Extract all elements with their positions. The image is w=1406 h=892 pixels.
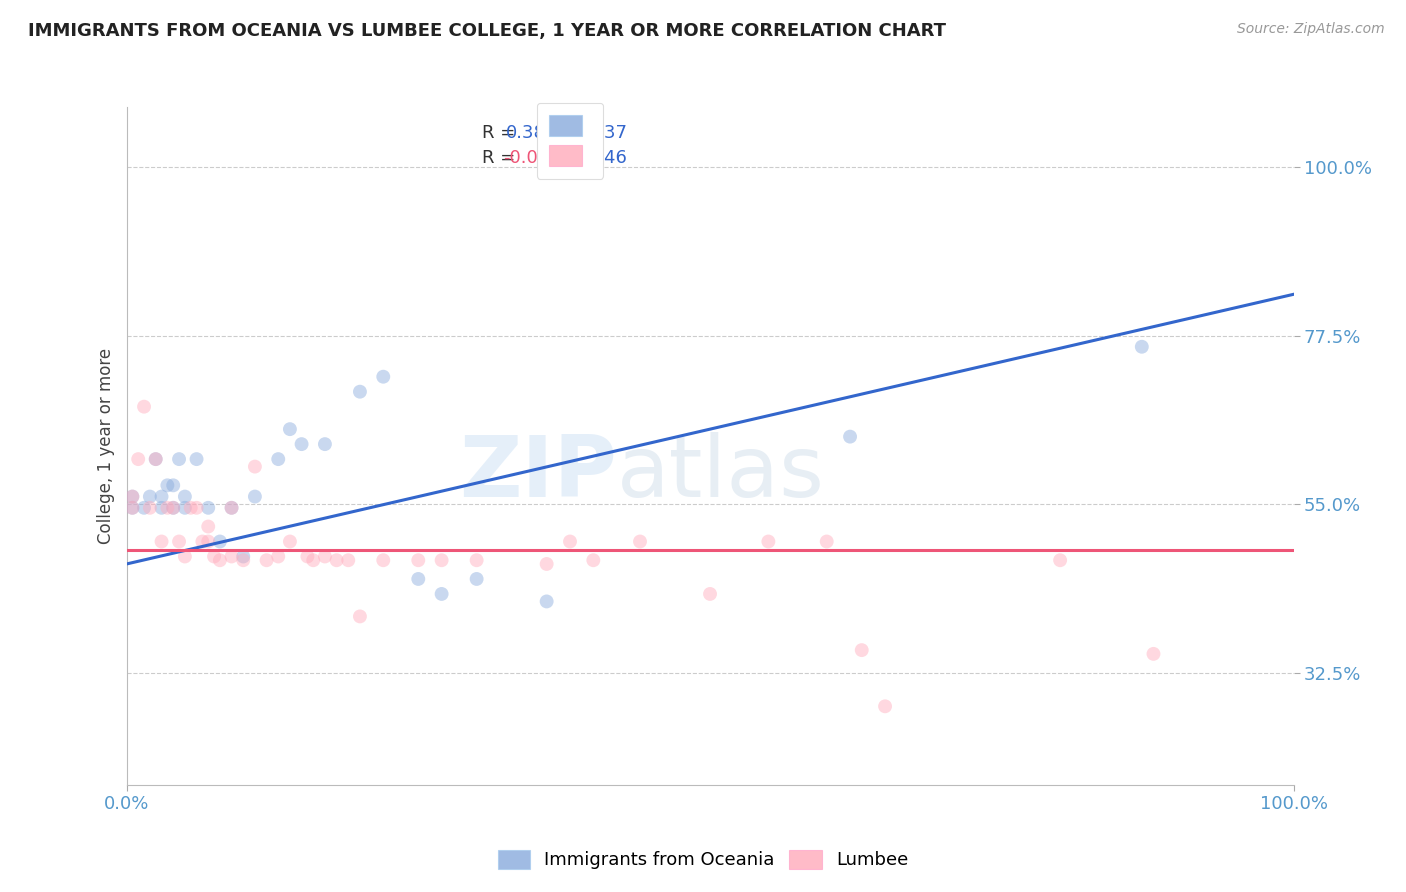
Point [162,500,184,515]
Point [162,500,184,515]
Point [430,553,453,567]
Point [156,478,179,492]
Point [582,553,605,567]
Point [221,500,243,515]
Point [174,490,197,504]
Point [197,500,219,515]
Point [150,490,173,504]
Point [536,594,558,608]
Point [875,699,897,714]
Point [536,557,558,571]
Text: R =: R = [482,124,522,142]
Point [150,500,173,515]
Legend: Immigrants from Oceania, Lumbee: Immigrants from Oceania, Lumbee [488,841,918,879]
Point [132,500,155,515]
Point [815,534,838,549]
Point [267,452,290,467]
Point [465,553,488,567]
Text: ZIP: ZIP [458,432,617,515]
Point [121,490,143,504]
Point [465,572,488,586]
Text: 0.385: 0.385 [506,124,557,142]
Point [208,534,231,549]
Point [197,519,219,533]
Text: N = 46: N = 46 [564,149,627,167]
Point [851,643,873,657]
Point [191,534,214,549]
Y-axis label: College, 1 year or more: College, 1 year or more [97,348,115,544]
Point [349,384,371,399]
Point [162,478,184,492]
Point [373,553,395,567]
Point [314,437,336,451]
Point [221,500,243,515]
Point [139,500,162,515]
Point [232,549,254,564]
Point [243,490,266,504]
Point [325,553,347,567]
Point [139,490,162,504]
Point [297,549,319,564]
Point [186,500,208,515]
Point [243,459,266,474]
Text: IMMIGRANTS FROM OCEANIA VS LUMBEE COLLEGE, 1 YEAR OR MORE CORRELATION CHART: IMMIGRANTS FROM OCEANIA VS LUMBEE COLLEG… [28,22,946,40]
Point [121,490,143,504]
Point [1130,340,1153,354]
Point [430,587,453,601]
Point [167,534,190,549]
Point [278,422,301,436]
Point [145,452,167,467]
Point [267,549,290,564]
Point [337,553,360,567]
Point [839,430,862,444]
Point [408,572,430,586]
Text: -0.003: -0.003 [503,149,561,167]
Point [197,534,219,549]
Point [127,452,149,467]
Point [121,500,143,515]
Point [1049,553,1071,567]
Point [408,553,430,567]
Point [756,534,779,549]
Point [290,437,312,451]
Point [232,553,254,567]
Text: Source: ZipAtlas.com: Source: ZipAtlas.com [1237,22,1385,37]
Point [278,534,301,549]
Point [145,452,167,467]
Point [174,549,197,564]
Point [302,553,325,567]
Point [180,500,202,515]
Point [208,553,231,567]
Point [314,549,336,564]
Point [221,549,243,564]
Point [628,534,651,549]
Point [373,369,395,384]
Point [558,534,581,549]
Point [174,500,197,515]
Point [156,500,179,515]
Point [699,587,721,601]
Point [202,549,225,564]
Text: atlas: atlas [617,432,825,515]
Text: N = 37: N = 37 [564,124,627,142]
Point [349,609,371,624]
Point [132,400,155,414]
Point [256,553,278,567]
Legend: , : , [537,103,603,178]
Point [1142,647,1164,661]
Text: R =: R = [482,149,522,167]
Point [167,452,190,467]
Point [121,500,143,515]
Point [150,534,173,549]
Point [186,452,208,467]
